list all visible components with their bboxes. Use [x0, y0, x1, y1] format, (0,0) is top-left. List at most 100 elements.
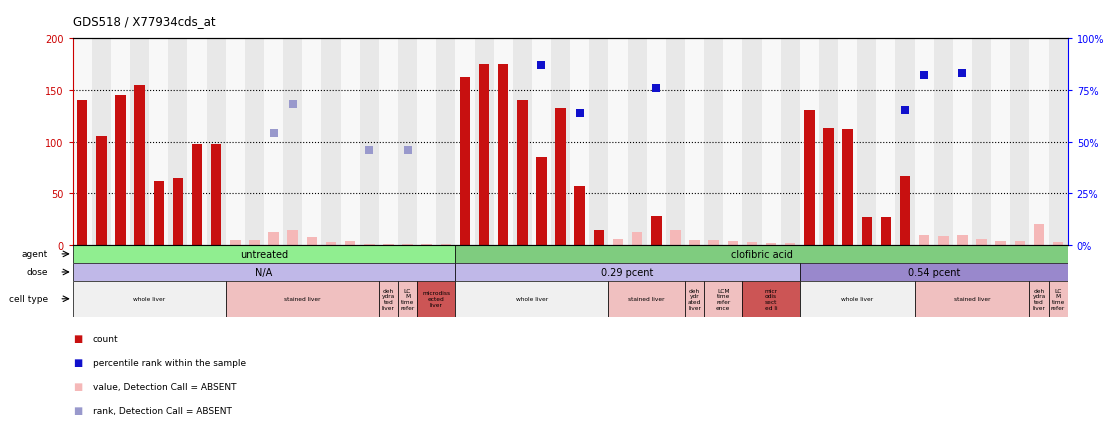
Bar [169, 39, 188, 245]
Text: stained liver: stained liver [284, 296, 321, 302]
Text: ■: ■ [73, 381, 82, 391]
Bar [379, 281, 398, 317]
Bar [322, 39, 341, 245]
Text: 0.29 pcent: 0.29 pcent [601, 267, 654, 277]
Point [916, 73, 934, 80]
Text: value, Detection Call = ABSENT: value, Detection Call = ABSENT [93, 382, 236, 391]
Bar [344, 241, 356, 245]
Bar [402, 244, 413, 245]
Bar [1030, 39, 1049, 245]
Bar [934, 39, 953, 245]
Text: ■: ■ [73, 334, 82, 343]
Bar [704, 281, 742, 317]
Bar [455, 281, 608, 317]
Bar [938, 236, 948, 245]
Bar [455, 263, 799, 281]
Point [532, 62, 550, 69]
Text: clofibric acid: clofibric acid [730, 249, 793, 259]
Bar [73, 39, 92, 245]
Bar [474, 39, 494, 245]
Bar [77, 101, 87, 245]
Bar [761, 39, 780, 245]
Text: deh
ydr
ated
liver: deh ydr ated liver [688, 288, 701, 310]
Text: ■: ■ [73, 358, 82, 367]
Bar [268, 233, 278, 245]
Bar [459, 78, 471, 245]
Bar [1015, 241, 1025, 245]
Bar [264, 39, 283, 245]
Bar [537, 158, 547, 245]
Bar [1034, 225, 1044, 245]
Point [284, 102, 302, 108]
Bar [226, 281, 379, 317]
Text: micr
odis
sect
ed li: micr odis sect ed li [765, 288, 778, 310]
Bar [1053, 242, 1063, 245]
Bar [440, 244, 451, 245]
Text: LCM
time
refer
ence: LCM time refer ence [716, 288, 730, 310]
Text: stained liver: stained liver [628, 296, 665, 302]
Bar [896, 39, 915, 245]
Bar [766, 243, 776, 245]
Bar [704, 39, 723, 245]
Bar [823, 129, 834, 245]
Bar [325, 242, 337, 245]
Bar [417, 39, 436, 245]
Bar [283, 39, 302, 245]
Bar [153, 181, 164, 245]
Bar [149, 39, 169, 245]
Point [360, 147, 378, 154]
Bar [1049, 39, 1068, 245]
Bar [608, 39, 627, 245]
Bar [995, 241, 1006, 245]
Bar [877, 39, 896, 245]
Bar [111, 39, 130, 245]
Bar [364, 244, 375, 245]
Text: cell type: cell type [9, 295, 48, 304]
Bar [306, 237, 318, 245]
Bar [613, 239, 623, 245]
Bar [785, 243, 796, 245]
Text: deh
ydra
ted
liver: deh ydra ted liver [1032, 288, 1045, 310]
Point [571, 110, 589, 117]
Bar [188, 39, 207, 245]
Bar [723, 39, 742, 245]
Bar [192, 144, 202, 245]
Bar [249, 240, 259, 245]
Bar [799, 281, 915, 317]
Bar [858, 39, 877, 245]
Bar [498, 65, 509, 245]
Text: rank, Detection Call = ABSENT: rank, Detection Call = ABSENT [93, 406, 231, 414]
Bar [881, 217, 891, 245]
Bar [589, 39, 608, 245]
Bar [245, 39, 264, 245]
Bar [685, 281, 704, 317]
Bar [915, 281, 1030, 317]
Bar [341, 39, 360, 245]
Bar [455, 39, 474, 245]
Bar [1049, 281, 1068, 317]
Bar [494, 39, 513, 245]
Bar [1030, 281, 1049, 317]
Bar [398, 39, 417, 245]
Bar [709, 240, 719, 245]
Bar [862, 217, 872, 245]
Bar [211, 144, 221, 245]
Bar [172, 178, 183, 245]
Text: ■: ■ [73, 405, 82, 415]
Bar [287, 231, 299, 245]
Bar [575, 187, 585, 245]
Bar [915, 39, 934, 245]
Bar [379, 39, 398, 245]
Text: dose: dose [27, 268, 48, 277]
Bar [666, 39, 685, 245]
Bar [651, 217, 662, 245]
Bar [207, 39, 226, 245]
Text: count: count [93, 334, 119, 343]
Bar [900, 176, 910, 245]
Bar [570, 39, 589, 245]
Text: microdiss
ected
liver: microdiss ected liver [423, 291, 451, 307]
Text: percentile rank within the sample: percentile rank within the sample [93, 358, 246, 367]
Bar [513, 39, 532, 245]
Bar [421, 244, 432, 245]
Bar [953, 39, 972, 245]
